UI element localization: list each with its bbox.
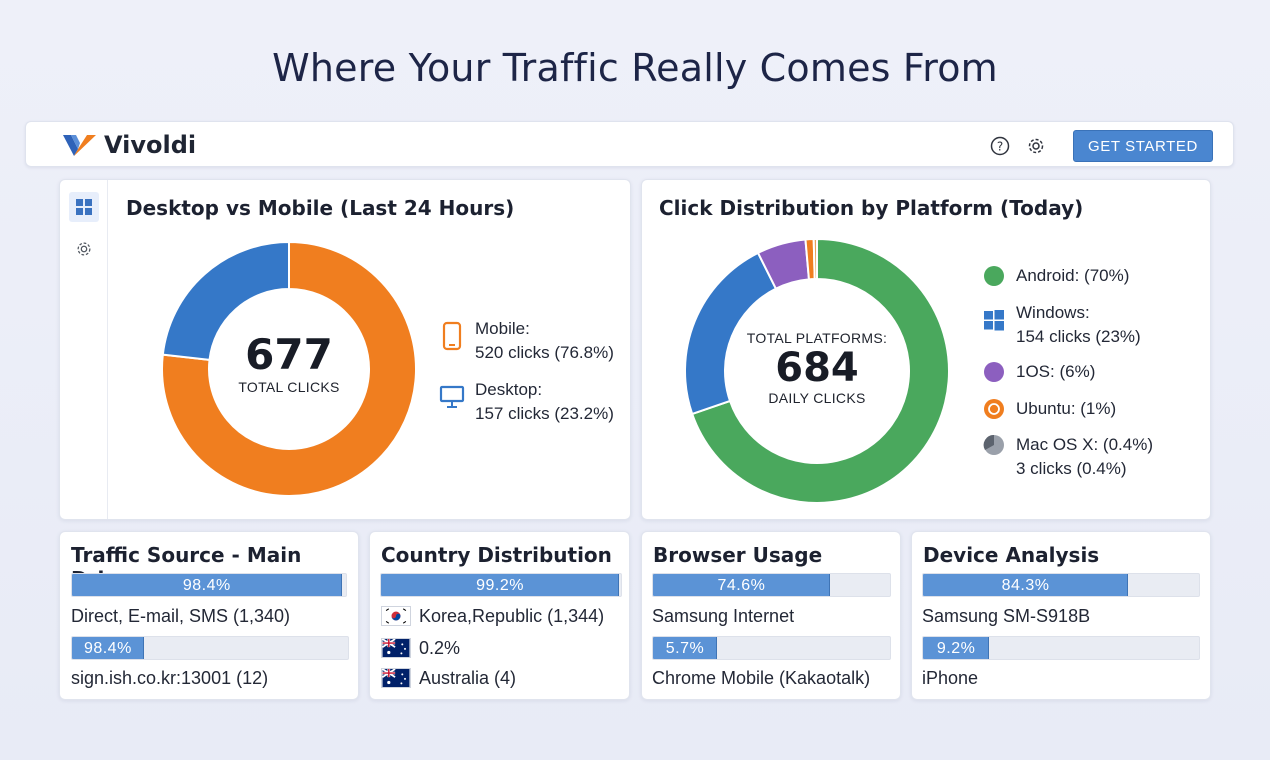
platform-donut-chart	[684, 238, 950, 504]
progress-bar: 98.4%	[71, 573, 347, 597]
card-title: Device Analysis	[923, 543, 1100, 567]
legend-ubuntu: Ubuntu: (1%)	[983, 397, 1116, 421]
windows-icon	[984, 310, 1004, 331]
donut-slice-mobile[interactable]	[161, 241, 417, 497]
desktop-mobile-donut-chart	[161, 241, 417, 497]
progress-fill	[653, 574, 830, 596]
progress-label: 99.2%	[476, 577, 524, 594]
korea-flag-icon	[381, 606, 411, 626]
progress-fill	[923, 637, 990, 659]
help-icon[interactable]: ?	[989, 135, 1011, 157]
source-label: sign.ish.co.kr:13001 (12)	[71, 668, 269, 688]
daily-clicks-value: 684	[775, 345, 859, 391]
brand-name: Vivoldi	[104, 131, 197, 159]
get-started-button[interactable]: GET STARTED	[1073, 130, 1213, 162]
card-title: Traffic Source - Main Driver	[71, 543, 302, 591]
progress-bar: 74.6%	[652, 573, 891, 597]
legend-desktop-name: Desktop:	[475, 380, 543, 399]
page-title: Where Your Traffic Really Comes From	[272, 46, 998, 90]
donut-center: 677 TOTAL CLICKS	[219, 330, 359, 395]
legend-mobile: Mobile: 520 clicks (76.8%)	[441, 317, 614, 365]
progress-fill	[381, 574, 620, 596]
settings-gear-icon[interactable]	[69, 234, 99, 264]
legend-desktop: Desktop: 157 clicks (23.2%)	[439, 378, 614, 426]
progress-bar: 99.2%	[380, 573, 622, 597]
total-platforms-label: TOTAL PLATFORMS:	[746, 330, 888, 346]
dashboard-grid-icon[interactable]	[69, 192, 99, 222]
legend-macos-detail: 3 clicks (0.4%)	[1016, 459, 1127, 478]
progress-fill	[72, 574, 342, 596]
progress-label: 74.6%	[717, 577, 766, 594]
country-row: Korea,Republic (1,344)	[381, 606, 604, 627]
daily-clicks-label: DAILY CLICKS	[768, 390, 866, 406]
progress-bar: 5.7%	[652, 636, 891, 660]
total-clicks-value: 677	[245, 330, 333, 379]
ubuntu-icon	[984, 399, 1004, 419]
card-title: Click Distribution by Platform (Today)	[659, 196, 1084, 220]
donut-slice-android[interactable]	[690, 238, 950, 504]
svg-text:?: ?	[997, 140, 1003, 154]
progress-label: 98.4%	[182, 577, 231, 594]
country-label: Australia (4)	[419, 668, 517, 688]
country-row: 0.2%	[381, 638, 460, 659]
browser-label: Samsung Internet	[652, 606, 795, 626]
browser-label: Chrome Mobile (Kakaotalk)	[652, 668, 871, 688]
device-label: Samsung SM-S918B	[922, 606, 1091, 626]
brand-logo[interactable]: Vivoldi	[62, 131, 196, 159]
legend-windows-detail: 154 clicks (23%)	[1016, 327, 1141, 346]
progress-label: 84.3%	[1001, 577, 1050, 594]
legend-ubuntu-text: Ubuntu: (1%)	[1016, 399, 1117, 418]
legend-ios-text: 1OS: (6%)	[1016, 362, 1096, 381]
device-label: iPhone	[922, 668, 979, 688]
ios-icon	[984, 362, 1004, 382]
progress-label: 98.4%	[83, 640, 132, 657]
donut-slice-macos[interactable]	[812, 238, 818, 281]
device-analysis-card: Device Analysis 84.3% Samsung SM-S918B 9…	[911, 531, 1211, 700]
legend-mobile-name: Mobile:	[475, 319, 530, 338]
australia-flag-icon	[381, 668, 411, 688]
legend-ios: 1OS: (6%)	[983, 360, 1095, 384]
gear-icon[interactable]	[1025, 135, 1047, 157]
mobile-icon	[442, 321, 462, 351]
legend-android-text: Android: (70%)	[1016, 266, 1130, 285]
legend-android: Android: (70%)	[983, 264, 1129, 288]
side-rail	[60, 180, 108, 519]
legend-macos: Mac OS X: (0.4%) 3 clicks (0.4%)	[983, 433, 1153, 481]
progress-fill	[72, 637, 144, 659]
australia-flag-icon	[381, 638, 411, 658]
top-navbar: Vivoldi ? GET STARTED	[25, 121, 1234, 167]
macos-icon	[983, 434, 1004, 455]
source-label: Direct, E-mail, SMS (1,340)	[71, 606, 291, 626]
platform-distribution-card: Click Distribution by Platform (Today) T…	[641, 179, 1211, 520]
progress-fill	[653, 637, 717, 659]
country-label: Korea,Republic (1,344)	[419, 606, 605, 626]
browser-usage-card: Browser Usage 74.6% Samsung Internet 5.7…	[641, 531, 901, 700]
legend-macos-name: Mac OS X: (0.4%)	[1016, 435, 1153, 454]
progress-bar: 9.2%	[922, 636, 1200, 660]
progress-bar: 98.4%	[71, 636, 349, 660]
country-distribution-card: Country Distribution 99.2% Korea,Republi…	[369, 531, 630, 700]
donut-slice-desktop[interactable]	[161, 241, 290, 362]
android-icon	[984, 266, 1004, 286]
desktop-icon	[439, 385, 465, 408]
card-title: Desktop vs Mobile (Last 24 Hours)	[126, 196, 515, 220]
progress-fill	[923, 574, 1129, 596]
legend-windows-name: Windows:	[1016, 303, 1090, 322]
legend-windows: Windows: 154 clicks (23%)	[983, 301, 1141, 349]
country-row: Australia (4)	[381, 668, 516, 689]
desktop-mobile-card: Desktop vs Mobile (Last 24 Hours) 677 TO…	[59, 179, 631, 520]
country-label: 0.2%	[419, 638, 461, 658]
total-clicks-label: TOTAL CLICKS	[238, 379, 340, 395]
donut-center: TOTAL PLATFORMS: 684 DAILY CLICKS	[742, 330, 892, 406]
progress-bar: 84.3%	[922, 573, 1200, 597]
legend-desktop-detail: 157 clicks (23.2%)	[475, 404, 614, 423]
card-title: Browser Usage	[653, 543, 823, 567]
card-title: Country Distribution	[381, 543, 612, 567]
progress-label: 9.2%	[936, 640, 976, 657]
legend-mobile-detail: 520 clicks (76.8%)	[475, 343, 614, 362]
traffic-source-card: Traffic Source - Main Driver 98.4% Direc…	[59, 531, 359, 700]
progress-label: 5.7%	[665, 640, 705, 657]
vivoldi-logo-icon	[63, 135, 96, 156]
